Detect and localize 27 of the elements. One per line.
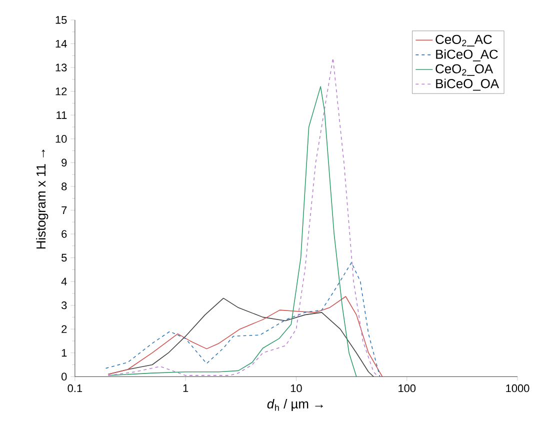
y-axis-title: Histogram x 11 → — [36, 150, 48, 249]
y-tick-label: 11 — [56, 112, 67, 120]
legend-label: BiCeO_AC — [436, 50, 498, 62]
x-tick-label: 100 — [398, 384, 416, 392]
y-tick-label: 9 — [62, 158, 67, 167]
y-tick-label: 13 — [56, 64, 67, 72]
y-tick-label: 1 — [62, 349, 67, 357]
y-tick-label: 15 — [56, 16, 67, 24]
y-tick-label: 7 — [62, 206, 67, 214]
y-tick-label: 0 — [62, 372, 67, 381]
y-tick-label: 12 — [56, 88, 67, 96]
x-tick-label: 0.1 — [68, 384, 82, 392]
y-tick-label: 10 — [56, 135, 67, 143]
legend-label: CeO$_{2}$_OA — [436, 64, 494, 76]
legend-label: CeO$_{2}$_AC — [436, 35, 492, 47]
y-tick-label: 3 — [62, 302, 67, 310]
y-tick-label: 6 — [62, 230, 67, 238]
x-axis-title: d$_{h}$ / µm → — [267, 399, 323, 412]
y-tick-label: 2 — [62, 325, 67, 334]
x-tick-label: 1 — [183, 384, 188, 392]
y-tick-label: 5 — [62, 254, 67, 262]
y-tick-label: 14 — [56, 40, 67, 48]
y-tick-label: 8 — [62, 182, 67, 190]
legend-label: BiCeO_OA — [436, 78, 500, 91]
x-tick-label: 10 — [290, 384, 302, 392]
x-tick-label: 1000 — [506, 384, 530, 392]
y-tick-label: 4 — [61, 278, 67, 286]
